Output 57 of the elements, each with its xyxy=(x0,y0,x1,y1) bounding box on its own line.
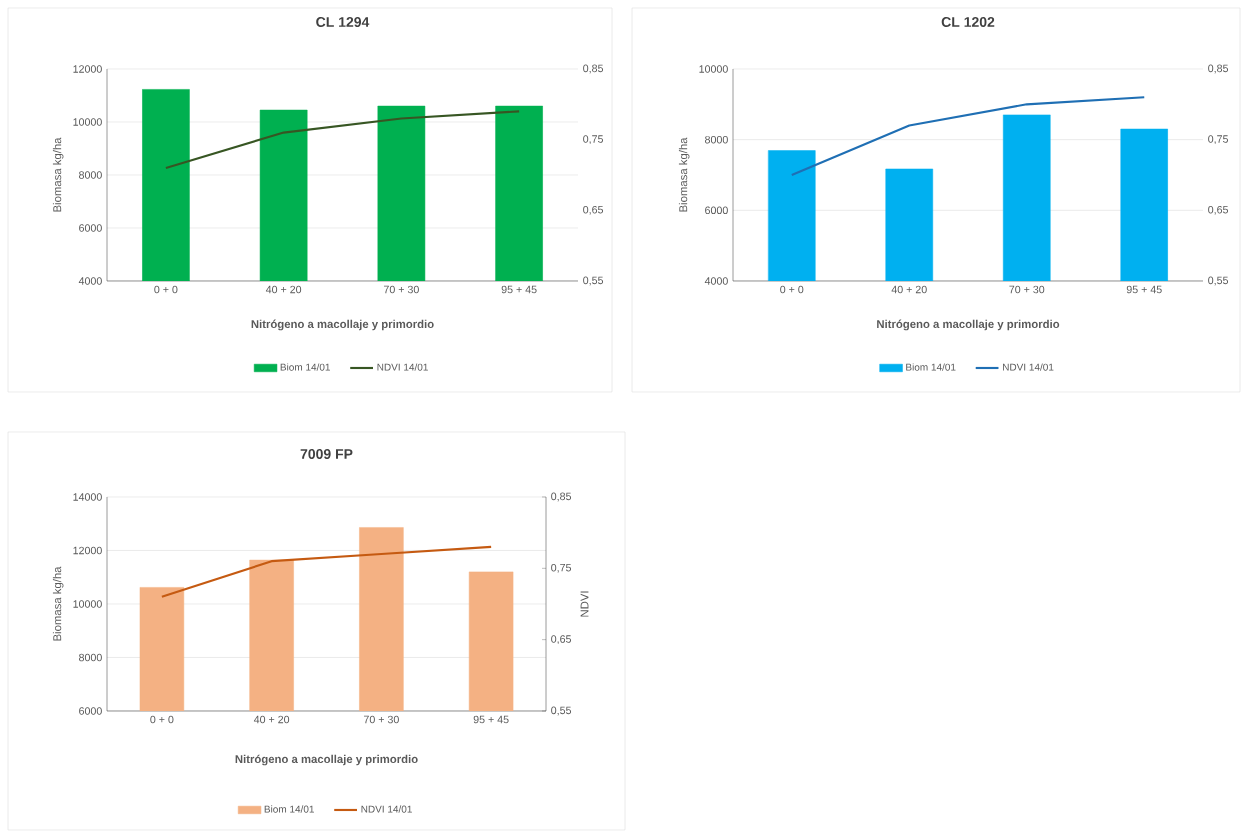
y-tick-label: 8000 xyxy=(705,135,728,144)
chart-title: CL 1294 xyxy=(316,17,370,27)
chart-title: CL 1202 xyxy=(941,17,995,27)
y-tick-label: 4000 xyxy=(704,277,728,285)
x-tick-label: 0 + 0 xyxy=(154,285,178,294)
y-tick-label: 6000 xyxy=(79,224,102,232)
y-tick-label: 8000 xyxy=(79,653,102,662)
x-tick-label: 70 + 30 xyxy=(1009,285,1045,294)
y2-tick-label: 0,55 xyxy=(583,276,604,286)
y-tick-label: 10000 xyxy=(73,118,102,126)
y-tick-label: 10000 xyxy=(73,600,102,608)
y2-tick-label: 0,85 xyxy=(1208,64,1229,74)
y2-tick-label: 0,65 xyxy=(583,205,604,215)
x-axis-title: Nitrógeno a macollaje y primordio xyxy=(877,319,1060,331)
x-tick-label: 70 + 30 xyxy=(383,285,419,294)
x-tick-label: 0 + 0 xyxy=(780,285,804,294)
y-axis-title: Biomasa kg/ha xyxy=(52,137,64,212)
x-tick-label: 0 + 0 xyxy=(150,715,174,724)
line-series xyxy=(164,110,521,169)
x-axis-title: Nitrógeno a macollaje y primordio xyxy=(251,319,434,331)
x-tick-label: 95 + 45 xyxy=(473,715,509,724)
legend-label: NDVI 14/01 xyxy=(1003,363,1054,371)
y2-tick-label: 0,75 xyxy=(583,135,604,145)
y-tick-label: 6000 xyxy=(705,206,728,215)
y-tick-label: 12000 xyxy=(73,546,102,555)
x-tick-label: 40 + 20 xyxy=(253,715,290,724)
y2-tick-label: 0,75 xyxy=(1208,135,1229,145)
y2-tick-label: 0,65 xyxy=(1208,205,1229,215)
y2-tick-label: 0,65 xyxy=(551,635,572,645)
y-tick-label: 4000 xyxy=(78,277,102,285)
y2-axis-title: NDVI xyxy=(580,591,589,617)
y-tick-label: 12000 xyxy=(73,65,102,73)
legend-label: Biom 14/01 xyxy=(264,805,314,813)
y2-tick-label: 0,85 xyxy=(551,492,572,502)
y-tick-label: 8000 xyxy=(79,171,102,179)
x-tick-label: 40 + 20 xyxy=(891,285,927,294)
y-tick-label: 6000 xyxy=(79,707,102,715)
line-series xyxy=(160,545,493,598)
y2-tick-label: 0,85 xyxy=(583,64,604,74)
x-tick-label: 95 + 45 xyxy=(1126,285,1162,294)
legend-label: Biom 14/01 xyxy=(280,363,330,371)
y-axis-title: Biomasa kg/ha xyxy=(52,566,64,641)
y2-tick-label: 0,75 xyxy=(551,563,572,573)
y-tick-label: 10000 xyxy=(699,65,728,73)
x-tick-label: 40 + 20 xyxy=(265,285,302,294)
legend-label: NDVI 14/01 xyxy=(377,363,428,371)
y2-tick-label: 0,55 xyxy=(1208,276,1229,286)
y2-tick-label: 0,55 xyxy=(551,706,572,716)
chart-title: 7009 FP xyxy=(300,449,353,459)
y-tick-label: 14000 xyxy=(73,493,102,501)
line-series xyxy=(790,96,1146,177)
legend-label: Biom 14/01 xyxy=(906,363,956,371)
x-tick-label: 70 + 30 xyxy=(363,715,399,724)
x-tick-label: 95 + 45 xyxy=(501,285,537,294)
x-axis-title: Nitrógeno a macollaje y primordio xyxy=(235,754,418,766)
legend-label: NDVI 14/01 xyxy=(361,805,412,813)
y-axis-title: Biomasa kg/ha xyxy=(678,137,690,212)
